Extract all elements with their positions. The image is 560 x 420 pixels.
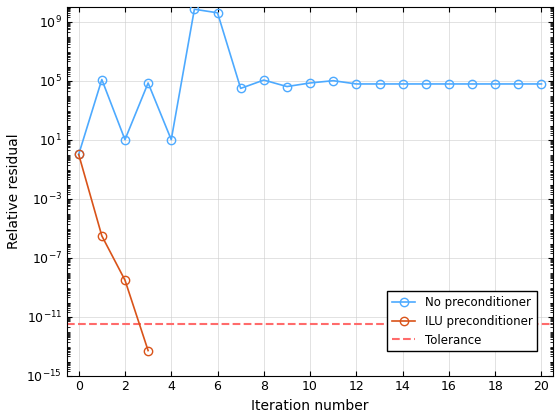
- Line: No preconditioner: No preconditioner: [74, 5, 545, 159]
- ILU preconditioner: [122, 278, 128, 283]
- X-axis label: Iteration number: Iteration number: [251, 399, 369, 413]
- No preconditioner: [191, 7, 198, 12]
- No preconditioner: [330, 78, 337, 83]
- ILU preconditioner: [99, 234, 105, 239]
- No preconditioner: [422, 81, 429, 87]
- No preconditioner: [469, 81, 475, 87]
- No preconditioner: [122, 137, 128, 142]
- No preconditioner: [538, 81, 545, 87]
- Y-axis label: Relative residual: Relative residual: [7, 134, 21, 249]
- Legend: No preconditioner, ILU preconditioner, Tolerance: No preconditioner, ILU preconditioner, T…: [387, 291, 538, 351]
- No preconditioner: [168, 137, 175, 142]
- No preconditioner: [237, 86, 244, 91]
- No preconditioner: [283, 84, 290, 89]
- No preconditioner: [307, 81, 314, 86]
- No preconditioner: [144, 81, 151, 86]
- Tolerance: [76, 322, 82, 327]
- No preconditioner: [214, 10, 221, 16]
- No preconditioner: [76, 152, 82, 157]
- No preconditioner: [399, 81, 406, 87]
- No preconditioner: [99, 77, 105, 82]
- Line: ILU preconditioner: ILU preconditioner: [74, 150, 152, 355]
- No preconditioner: [260, 78, 267, 83]
- No preconditioner: [376, 81, 383, 87]
- No preconditioner: [353, 81, 360, 87]
- No preconditioner: [446, 81, 452, 87]
- No preconditioner: [515, 81, 522, 87]
- ILU preconditioner: [76, 152, 82, 157]
- ILU preconditioner: [144, 348, 151, 353]
- Tolerance: [99, 322, 105, 327]
- No preconditioner: [492, 81, 498, 87]
